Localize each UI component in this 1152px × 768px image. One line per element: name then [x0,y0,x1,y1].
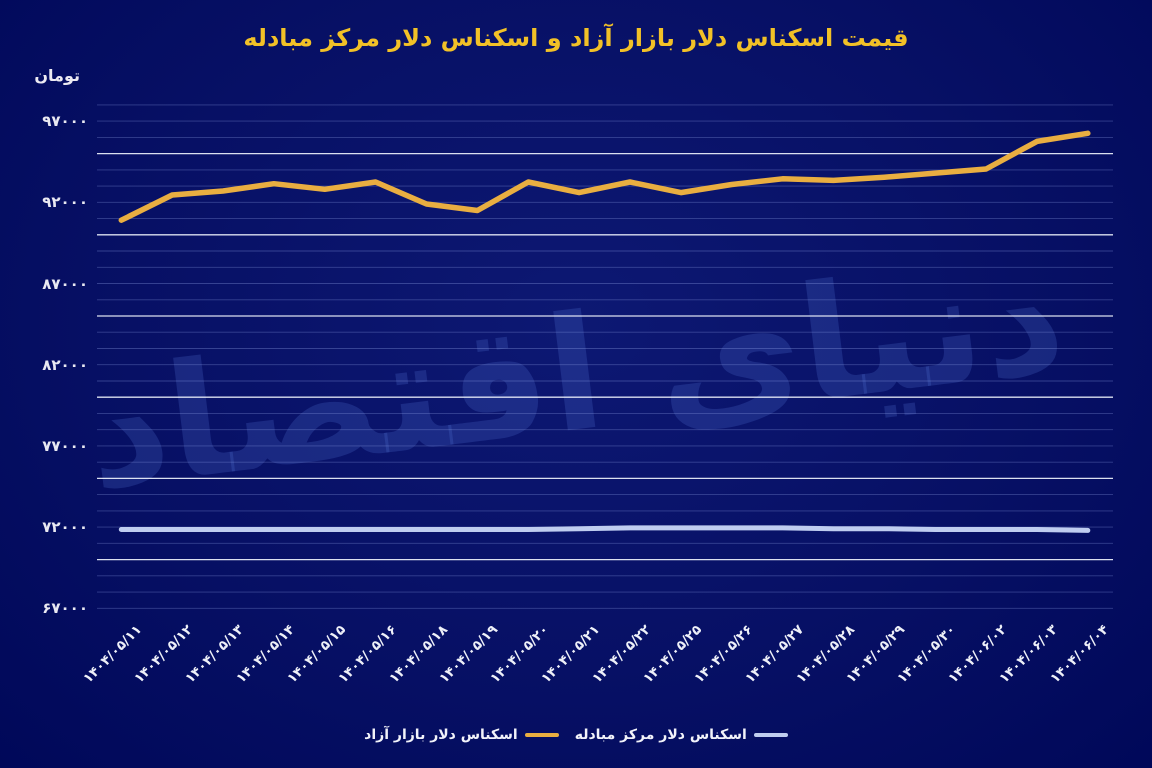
y-tick-label: ۸۷۰۰۰ [42,274,88,293]
y-tick-label: ۶۷۰۰۰ [42,599,88,618]
y-tick-label: ۸۲۰۰۰ [42,355,88,374]
chart-legend: اسکناس دلار مرکز مبادله اسکناس دلار بازار… [0,727,1152,743]
y-tick-label: ۷۷۰۰۰ [42,436,88,455]
legend-series-label: اسکناس دلار بازار آزاد [364,727,518,743]
chart-title: قیمت اسکناس دلار بازار آزاد و اسکناس دلا… [243,24,909,52]
legend-series-label: اسکناس دلار مرکز مبادله [574,727,747,743]
y-tick-label: ۹۲۰۰۰ [42,193,88,212]
legend-item-exchange-center: اسکناس دلار مرکز مبادله [575,727,788,743]
data-series-lines [118,130,1091,533]
horizontal-gridlines [97,104,1113,609]
exchange-center-dollar-line [118,525,1091,533]
y-tick-label: ۹۷۰۰۰ [42,112,88,131]
legend-line-swatch [753,732,788,738]
free-market-dollar-line [118,130,1091,223]
y-axis-unit-label: تومان [34,66,80,85]
legend-item-free-market: اسکناس دلار بازار آزاد [364,727,559,743]
legend-line-swatch [524,732,559,738]
y-tick-label: ۷۲۰۰۰ [42,518,88,537]
